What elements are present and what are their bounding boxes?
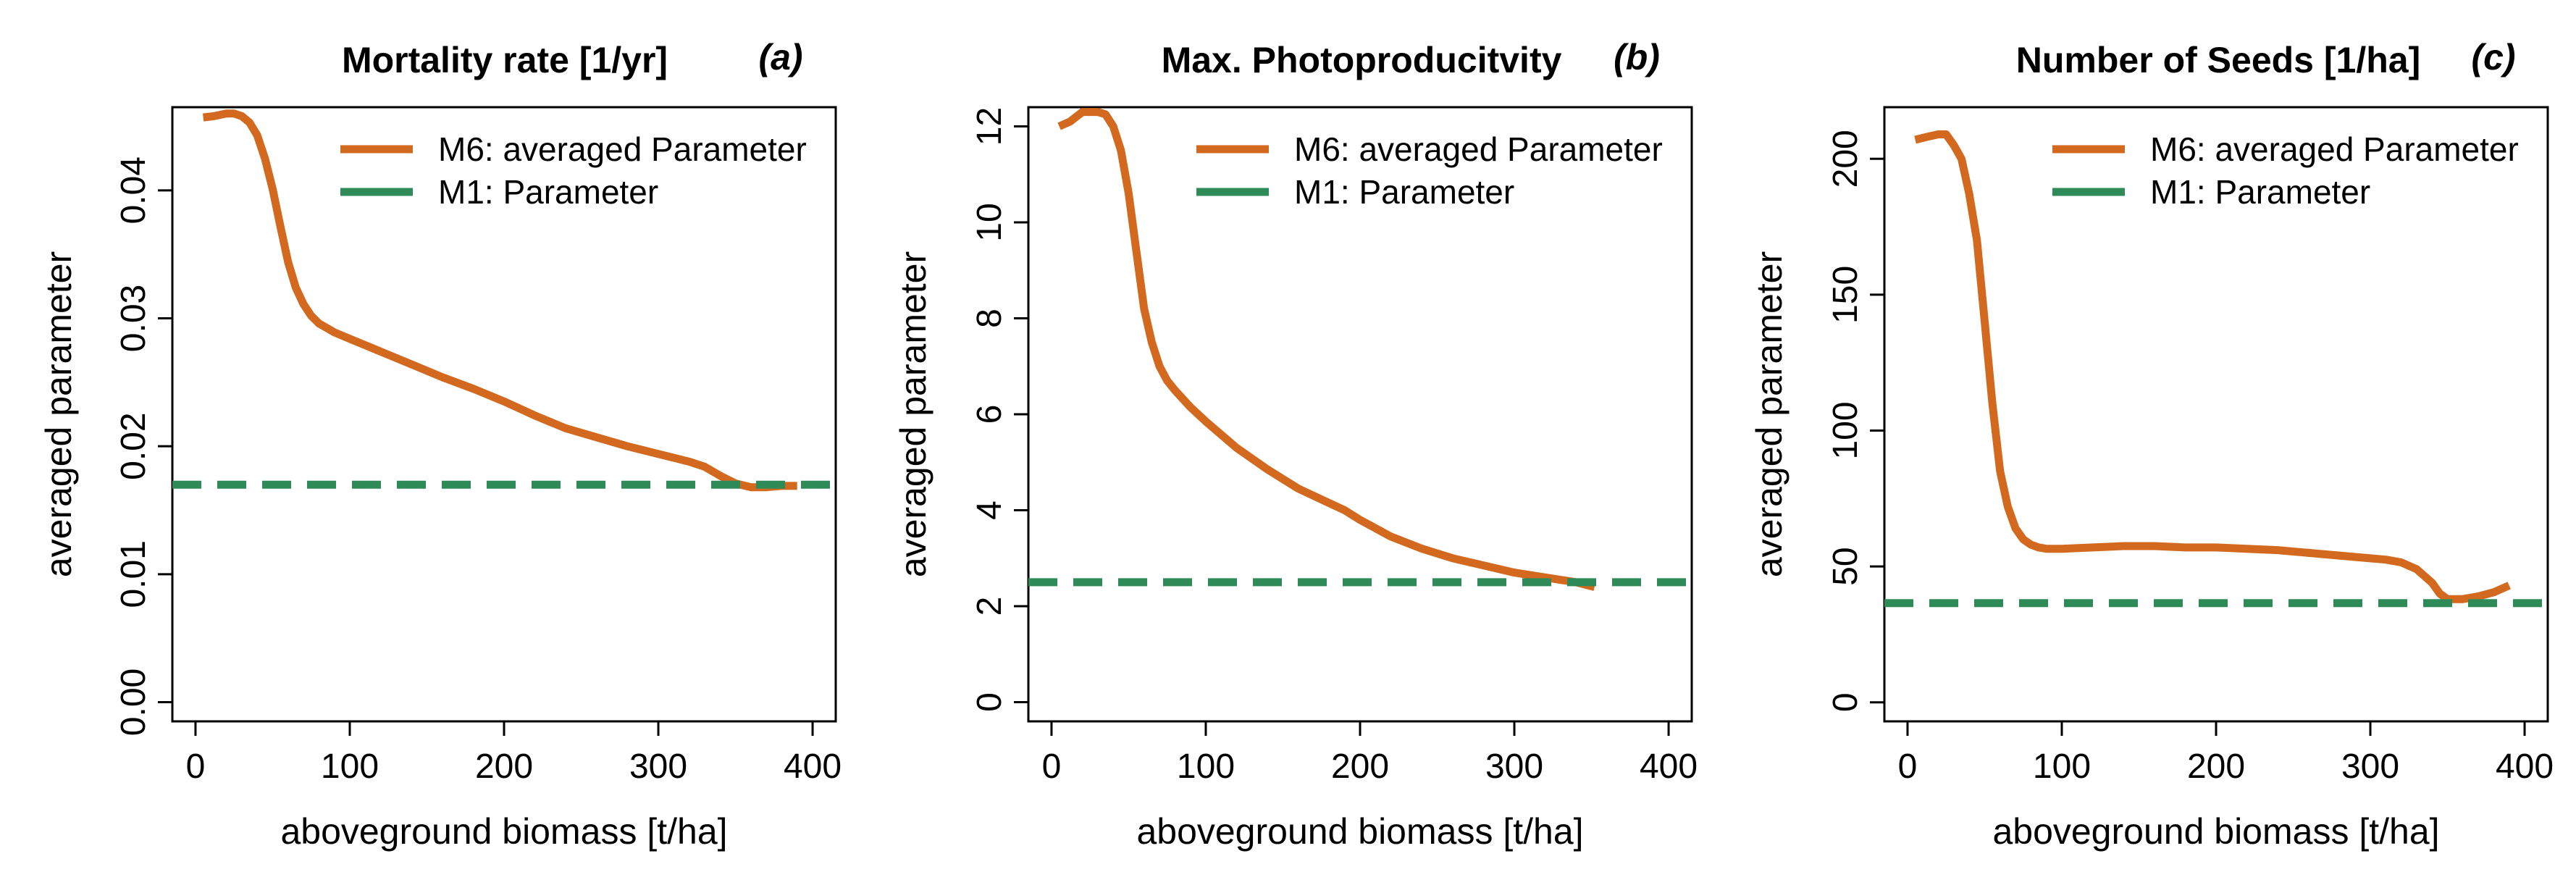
panel-a-legend-m1-label: M1: Parameter (438, 173, 658, 211)
panel-b-x-tick-label-1: 100 (1177, 747, 1235, 786)
panel-c-y-tick-label-2: 100 (1826, 401, 1865, 459)
panel-b-y-tick-label-1: 2 (970, 597, 1009, 616)
panel-c-x-tick-label-4: 400 (2496, 747, 2554, 786)
panel-b-title: Max. Photoproducitvity (1162, 40, 1562, 80)
panel-b-y-tick-label-0: 0 (970, 692, 1009, 712)
panel-b-letter: (b) (1614, 37, 1660, 77)
panel-a-y-tick-label-1: 0.01 (114, 540, 153, 608)
panel-c-x-tick-label-2: 200 (2187, 747, 2245, 786)
panel-a-x-tick-label-1: 100 (321, 747, 379, 786)
panel-b-series (1028, 108, 1692, 591)
panel-c-title: Number of Seeds [1/ha] (2016, 40, 2420, 80)
panel-a-series-m6-averaged-parameter-line (202, 109, 797, 492)
panel-b-y-tick-label-4: 8 (970, 309, 1009, 328)
panel-b-x-tick-label-2: 200 (1331, 747, 1389, 786)
panel-a-series (172, 109, 836, 492)
panel-b-x-tick-label-4: 400 (1640, 747, 1698, 786)
panel-b-series-m6-averaged-parameter-line (1057, 108, 1596, 591)
panel-a-y-axis: 0.00 0.01 0.02 0.03 0.04 (114, 156, 172, 736)
panel-c-y-tick-label-4: 200 (1826, 130, 1865, 188)
panel-b-y-tick-label-5: 10 (970, 203, 1009, 241)
panel-b-y-axis-label: averaged parameter (893, 251, 934, 577)
panel-c-y-tick-label-0: 0 (1826, 692, 1865, 712)
panel-c-x-axis-label: aboveground biomass [t/ha] (1992, 811, 2439, 852)
panel-a-legend: M6: averaged Parameter M1: Parameter (340, 130, 807, 211)
panel-c-legend-m1-label: M1: Parameter (2150, 173, 2370, 211)
panel-c-x-tick-label-3: 300 (2341, 747, 2399, 786)
panel-c-legend-m6-label: M6: averaged Parameter (2150, 130, 2519, 168)
panel-a-legend-m6-label: M6: averaged Parameter (438, 130, 807, 168)
panel-c-y-tick-label-3: 150 (1826, 266, 1865, 324)
panel-b-y-tick-label-2: 4 (970, 500, 1009, 520)
panel-b: Max. Photoproducitvity (b) 0 100 200 300 400… (893, 37, 1698, 852)
panel-a-y-tick-label-2: 0.02 (114, 412, 153, 479)
panel-b-y-axis: 0 2 4 6 8 10 12 (970, 107, 1028, 712)
panel-a-y-tick-label-0: 0.00 (114, 668, 153, 736)
panel-a-y-tick-label-3: 0.03 (114, 285, 153, 352)
panel-b-legend-m1-label: M1: Parameter (1294, 173, 1514, 211)
panel-a-x-axis: 0 100 200 300 400 (186, 721, 842, 786)
panel-b-y-tick-label-6: 12 (970, 107, 1009, 146)
panel-a-x-axis-label: aboveground biomass [t/ha] (280, 811, 727, 852)
panel-c-x-tick-label-1: 100 (2033, 747, 2091, 786)
panel-a-title: Mortality rate [1/yr] (342, 40, 668, 80)
panel-a-x-tick-label-3: 300 (629, 747, 687, 786)
panel-a: Mortality rate [1/yr] (a) 0 100 200 300 400 … (38, 37, 842, 852)
panel-a-y-axis-label: averaged parameter (38, 251, 79, 577)
panel-a-x-tick-label-4: 400 (784, 747, 842, 786)
panel-c-series-m6-averaged-parameter-line (1914, 130, 2511, 603)
panel-c: Number of Seeds [1/ha] (c) 0 100 200 300 400… (1749, 37, 2554, 852)
panel-a-letter: (a) (758, 37, 802, 77)
panel-c-x-tick-label-0: 0 (1898, 747, 1918, 786)
panel-c-y-tick-label-1: 50 (1826, 547, 1865, 585)
panel-b-x-axis: 0 100 200 300 400 (1042, 721, 1698, 786)
panel-c-legend: M6: averaged Parameter M1: Parameter (2052, 130, 2519, 211)
panel-a-y-tick-label-4: 0.04 (114, 156, 153, 224)
panel-b-x-tick-label-0: 0 (1042, 747, 1062, 786)
panel-a-x-tick-label-0: 0 (186, 747, 206, 786)
panel-c-x-axis: 0 100 200 300 400 (1898, 721, 2554, 786)
panel-b-x-axis-label: aboveground biomass [t/ha] (1136, 811, 1583, 852)
panel-b-y-tick-label-3: 6 (970, 405, 1009, 424)
panel-b-legend: M6: averaged Parameter M1: Parameter (1196, 130, 1663, 211)
panel-a-x-tick-label-2: 200 (475, 747, 533, 786)
panel-c-y-axis-label: averaged parameter (1749, 251, 1790, 577)
panel-c-letter: (c) (2471, 37, 2515, 77)
panel-b-legend-m6-label: M6: averaged Parameter (1294, 130, 1663, 168)
panel-c-y-axis: 0 50 100 150 200 (1826, 130, 1884, 712)
panel-b-x-tick-label-3: 300 (1485, 747, 1543, 786)
panel-c-series (1884, 130, 2548, 608)
